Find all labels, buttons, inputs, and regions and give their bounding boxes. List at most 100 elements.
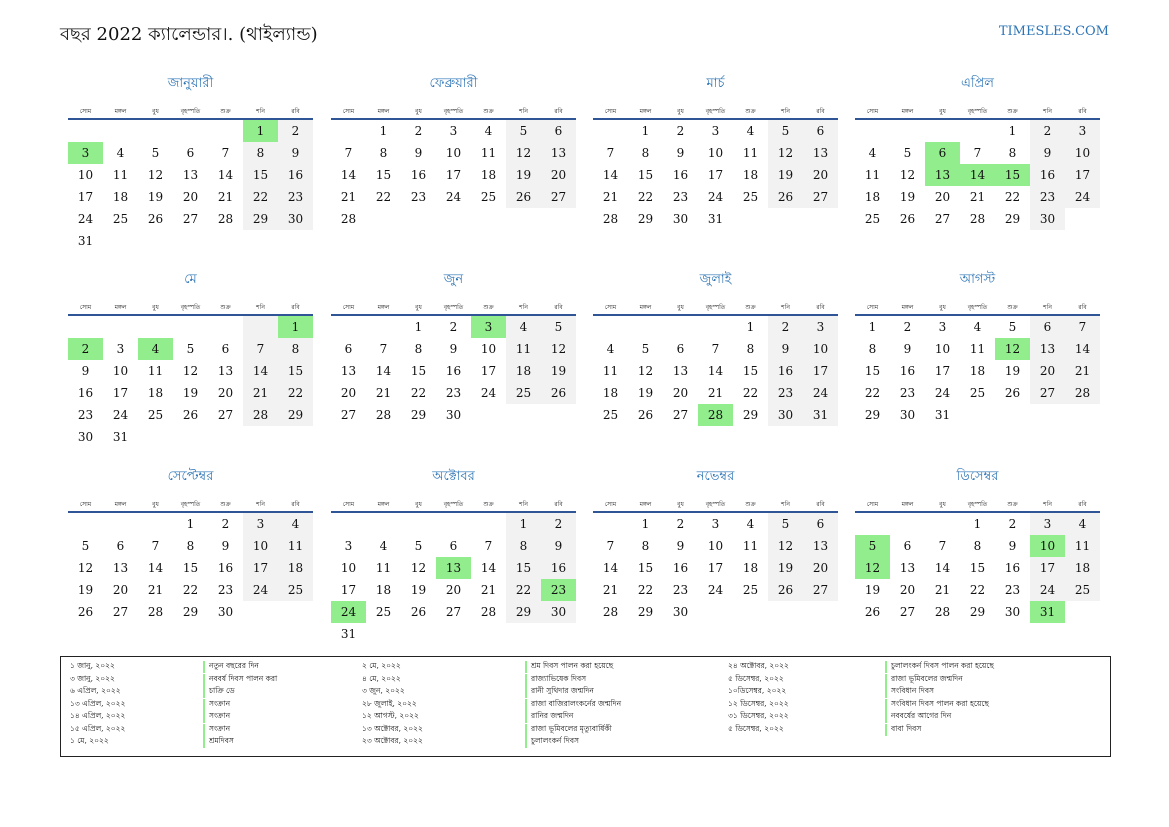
weekday: রবি [554,501,563,508]
day: 11 [112,168,129,182]
day: 9 [1008,539,1017,553]
day: 30 [217,605,234,619]
day: 10 [1065,142,1100,164]
month-name: জুলাই [699,272,732,287]
day: 25 [112,212,129,226]
day: 12 [147,168,164,182]
day: 30 [768,404,803,426]
holiday-date: ১ মে, ২০২২ [70,736,109,745]
holiday-marker [203,673,205,686]
day: 18 [969,364,986,378]
day: 30 [672,605,689,619]
title: বছর 2022 ক্যালেন্ডার।. (থাইল্যান্ড) [60,24,318,45]
day: 3 [938,320,947,334]
day: 10 [243,535,278,557]
day: 27 [803,579,838,601]
day: 13 [672,364,689,378]
day: 19 [768,164,803,186]
day: 2 [1008,517,1017,531]
day: 7 [379,342,388,356]
day: 26 [768,579,803,601]
holiday-marker [525,661,527,673]
day: 8 [746,342,755,356]
holiday-name: সংক্রান [209,711,231,720]
day: 19 [541,360,576,382]
day: 9 [676,146,685,160]
day: 15 [969,561,986,575]
day: 11 [742,146,759,160]
holiday-day: 12 [855,557,890,579]
weekday: মঙ্গল [114,304,127,311]
weekday: সোম [604,108,617,115]
day: 23 [899,386,916,400]
day: 11 [742,539,759,553]
day: 16 [77,386,94,400]
day: 16 [672,561,689,575]
weekday: রবি [1078,108,1087,115]
weekday: শনি [256,304,265,311]
weekday: সোম [866,304,879,311]
day: 31 [112,430,129,444]
day: 18 [864,190,881,204]
weekday: শনি [781,304,790,311]
day: 29 [243,208,278,230]
day: 12 [182,364,199,378]
day: 17 [243,557,278,579]
day: 25 [742,190,759,204]
weekday: রবি [291,304,300,311]
weekday: মঙ্গল [377,108,390,115]
day: 24 [243,579,278,601]
day: 15 [864,364,881,378]
day: 20 [934,190,951,204]
holiday-day: 31 [1030,601,1065,623]
day: 16 [217,561,234,575]
holiday-marker [203,661,205,673]
day: 2 [221,517,230,531]
day: 2 [768,316,803,338]
day: 6 [1030,316,1065,338]
day: 18 [506,360,541,382]
day: 18 [147,386,164,400]
holiday-marker [525,711,527,723]
day: 17 [340,583,357,597]
day: 12 [506,142,541,164]
holiday-marker [525,723,527,736]
day: 8 [641,539,650,553]
holiday-marker [525,736,527,748]
day: 29 [637,605,654,619]
weekday: বৃহস্পতি [443,501,464,508]
day: 3 [449,124,458,138]
day: 13 [217,364,234,378]
day: 15 [375,168,392,182]
day: 22 [637,583,654,597]
day: 6 [344,342,353,356]
day: 22 [182,583,199,597]
day: 4 [379,539,388,553]
weekday: বৃহস্পতি [180,304,201,311]
day: 8 [1008,146,1017,160]
holiday-date: ২৩ অক্টোবর, ২০২২ [362,736,423,745]
day: 12 [768,535,803,557]
site-link[interactable]: TIMESLES.COM [998,24,1109,39]
day: 25 [147,408,164,422]
day: 20 [217,386,234,400]
holiday-marker [885,723,887,736]
day: 14 [934,561,951,575]
day: 11 [278,535,313,557]
weekday: বুধ [939,501,946,508]
day: 25 [864,212,881,226]
day: 11 [480,146,497,160]
month-rule [331,314,576,316]
day: 9 [903,342,912,356]
day: 5 [506,120,541,142]
weekday: সোম [342,304,355,311]
weekday: বৃহস্পতি [967,501,988,508]
day: 8 [243,142,278,164]
day: 8 [379,146,388,160]
month-rule [855,314,1100,316]
holiday-marker [885,661,887,673]
day: 12 [768,142,803,164]
day: 27 [112,605,129,619]
day: 9 [676,539,685,553]
